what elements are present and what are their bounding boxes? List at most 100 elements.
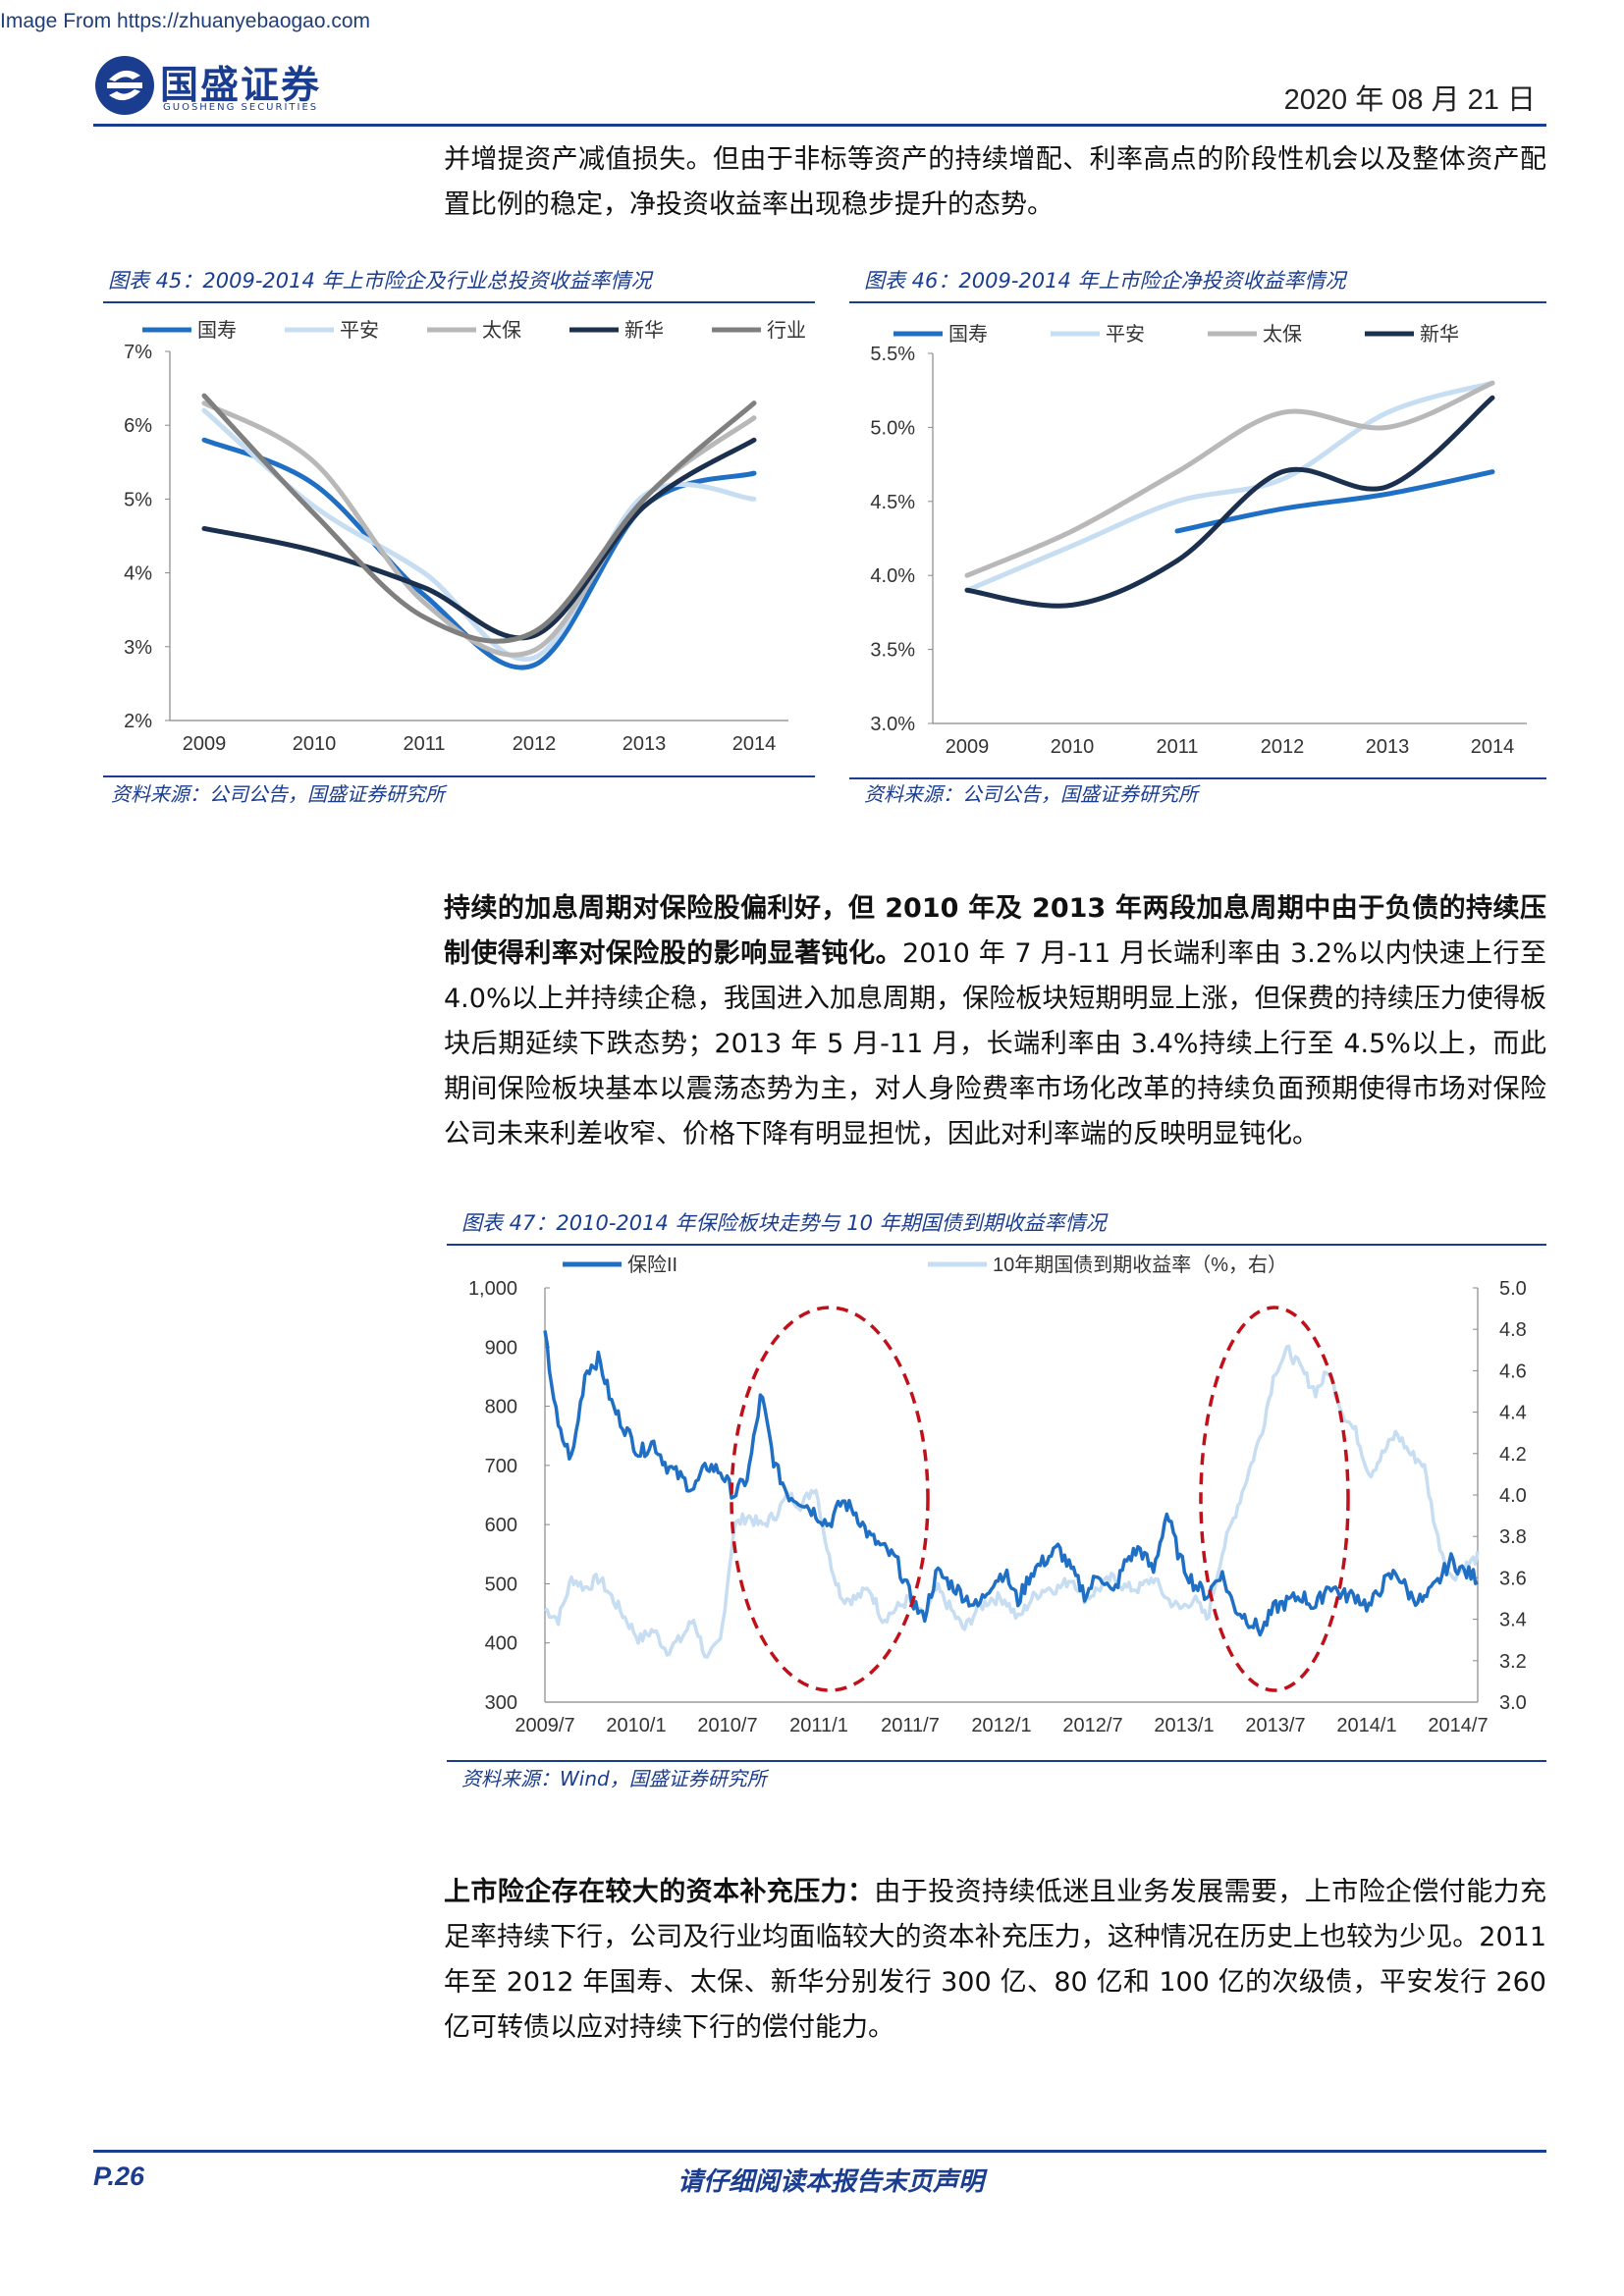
fig47-chart: 300 400 500 600 700 800 900 1,000 3.0 3.2 3.4 3.6 3.… bbox=[468, 1254, 1527, 1736]
annotation-ellipse-2013 bbox=[1199, 1306, 1350, 1692]
x-tick-label: 2011 bbox=[1156, 736, 1198, 758]
fig47-source: 资料来源：Wind，国盛证券研究所 bbox=[461, 1767, 767, 1790]
x-tick-label: 2012/7 bbox=[1062, 1715, 1122, 1736]
fig45-rule bbox=[103, 301, 815, 303]
x-tick-label: 2011 bbox=[403, 733, 445, 755]
x-tick-label: 2010/1 bbox=[606, 1715, 666, 1736]
series-line-新华 bbox=[964, 395, 1495, 609]
right-y-tick-label: 4.6 bbox=[1499, 1361, 1527, 1382]
rate-cycle-heading: 持续的加息周期对保险股偏利好，但 2010 年及 2013 年两段加息周期中由于… bbox=[444, 893, 1546, 969]
page-number: P.26 bbox=[93, 2162, 145, 2191]
report-date: 2020 年 08 月 21 日 bbox=[1283, 84, 1536, 116]
x-tick-label: 2011/1 bbox=[789, 1715, 848, 1736]
fig45-chart: 2% 3% 4% 5% 6% 7% 2009 2010 2011 2012 2013 2014 国寿 平安… bbox=[124, 319, 806, 755]
fig47-rule bbox=[447, 1244, 1546, 1246]
series-line-太保 bbox=[964, 380, 1495, 578]
legend-label: 平安 bbox=[340, 319, 379, 342]
legend-label: 太保 bbox=[482, 319, 521, 342]
annotation-ellipse-2010 bbox=[730, 1306, 930, 1692]
y-tick-label: 3% bbox=[124, 637, 152, 659]
x-tick-label: 2014 bbox=[1471, 736, 1515, 758]
x-tick-label: 2013 bbox=[1366, 736, 1410, 758]
x-tick-label: 2011/7 bbox=[881, 1715, 940, 1736]
left-y-tick-label: 700 bbox=[485, 1456, 517, 1477]
left-y-tick-label: 1,000 bbox=[468, 1278, 517, 1300]
right-y-tick-label: 3.2 bbox=[1499, 1651, 1527, 1673]
legend-label: 新华 bbox=[624, 319, 664, 342]
legend-label: 太保 bbox=[1263, 323, 1302, 346]
y-tick-label: 7% bbox=[124, 342, 152, 363]
intro-paragraph: 并增提资产减值损失。但由于非标等资产的持续增配、利率高点的阶段性机会以及整体资产… bbox=[444, 144, 1546, 220]
left-y-tick-label: 600 bbox=[485, 1515, 517, 1536]
x-tick-label: 2013 bbox=[623, 733, 667, 755]
right-y-tick-label: 3.0 bbox=[1499, 1692, 1527, 1714]
series-line-10年期国债到期收益率（%，右） bbox=[544, 1344, 1480, 1659]
left-y-tick-label: 400 bbox=[485, 1633, 517, 1655]
fig47-title: 图表 47：2010-2014 年保险板块走势与 10 年期国债到期收益率情况 bbox=[461, 1211, 1107, 1235]
left-y-tick-label: 800 bbox=[485, 1397, 517, 1418]
fig46-chart: 3.0% 3.5% 4.0% 4.5% 5.0% 5.5% 2009 2010 2011 2012… bbox=[870, 323, 1527, 758]
rate-cycle-paragraph: 持续的加息周期对保险股偏利好，但 2010 年及 2013 年两段加息周期中由于… bbox=[444, 886, 1546, 1157]
y-tick-label: 2% bbox=[124, 711, 152, 732]
fig46-source: 资料来源：公司公告，国盛证券研究所 bbox=[864, 782, 1198, 806]
right-y-tick-label: 4.2 bbox=[1499, 1444, 1527, 1466]
right-y-tick-label: 4.0 bbox=[1499, 1485, 1527, 1507]
fig47-bottom-rule bbox=[447, 1760, 1546, 1762]
y-tick-label: 3.5% bbox=[870, 640, 915, 662]
fig45-bottom-rule bbox=[103, 775, 815, 777]
x-tick-label: 2010 bbox=[293, 733, 337, 755]
x-tick-label: 2010 bbox=[1051, 736, 1095, 758]
capital-pressure-heading: 上市险企存在较大的资本补充压力： bbox=[444, 1877, 875, 1907]
series-line-平安 bbox=[964, 380, 1495, 593]
fig46-bottom-rule bbox=[849, 777, 1546, 779]
watermark: Image From https://zhuanyebaogao.com bbox=[0, 10, 371, 32]
right-y-tick-label: 4.4 bbox=[1499, 1403, 1527, 1424]
left-y-tick-label: 500 bbox=[485, 1574, 517, 1595]
right-y-tick-label: 5.0 bbox=[1499, 1278, 1527, 1300]
y-tick-label: 6% bbox=[124, 415, 152, 437]
x-tick-label: 2012 bbox=[1261, 736, 1305, 758]
right-y-tick-label: 3.6 bbox=[1499, 1568, 1527, 1589]
right-y-tick-label: 3.8 bbox=[1499, 1526, 1527, 1548]
legend-label: 新华 bbox=[1420, 323, 1459, 346]
left-y-tick-label: 900 bbox=[485, 1337, 517, 1359]
fig46-title: 图表 46：2009-2014 年上市险企净投资收益率情况 bbox=[864, 269, 1346, 293]
legend-label: 国寿 bbox=[197, 319, 237, 342]
x-tick-label: 2014 bbox=[732, 733, 777, 755]
x-tick-label: 2014/1 bbox=[1336, 1715, 1396, 1736]
y-tick-label: 4.5% bbox=[870, 492, 915, 513]
y-tick-label: 5.0% bbox=[870, 417, 915, 439]
series-line-新华 bbox=[201, 437, 757, 641]
legend-label: 保险II bbox=[627, 1254, 677, 1276]
legend-label: 行业 bbox=[767, 319, 806, 342]
brand-name: 国盛证券 bbox=[160, 64, 322, 108]
legend-label: 平安 bbox=[1106, 323, 1145, 346]
y-tick-label: 4.0% bbox=[870, 565, 915, 587]
legend-label: 国寿 bbox=[948, 323, 988, 346]
series-line-太保 bbox=[201, 400, 757, 658]
right-y-tick-label: 4.8 bbox=[1499, 1319, 1527, 1341]
rate-cycle-body: 2010 年 7 月-11 月长端利率由 3.2%以内快速上行至 4.0%以上并… bbox=[444, 938, 1547, 1149]
series-line-行业 bbox=[201, 393, 757, 644]
x-tick-label: 2013/7 bbox=[1245, 1715, 1305, 1736]
x-tick-label: 2012 bbox=[513, 733, 557, 755]
left-y-tick-label: 300 bbox=[485, 1692, 517, 1714]
x-tick-label: 2014/7 bbox=[1428, 1715, 1488, 1736]
brand-name-en: GUOSHENG SECURITIES bbox=[163, 102, 319, 113]
fig46-rule bbox=[849, 301, 1546, 303]
x-tick-label: 2010/7 bbox=[697, 1715, 757, 1736]
footer-rule bbox=[93, 2150, 1546, 2153]
legend-label: 10年期国债到期收益率（%，右） bbox=[993, 1254, 1287, 1276]
x-tick-label: 2009/7 bbox=[514, 1715, 574, 1736]
fig45-title: 图表 45：2009-2014 年上市险企及行业总投资收益率情况 bbox=[108, 269, 652, 293]
footer-disclaimer: 请仔细阅读本报告末页声明 bbox=[677, 2167, 985, 2197]
capital-pressure-paragraph: 上市险企存在较大的资本补充压力：由于投资持续低迷且业务发展需要，上市险企偿付能力… bbox=[444, 1870, 1546, 2051]
y-tick-label: 5.5% bbox=[870, 344, 915, 365]
header-rule bbox=[93, 124, 1546, 127]
y-tick-label: 3.0% bbox=[870, 714, 915, 735]
capital-pressure-body: 由于投资持续低迷且业务发展需要，上市险企偿付能力充足率持续下行，公司及行业均面临… bbox=[444, 1877, 1547, 2043]
x-tick-label: 2013/1 bbox=[1154, 1715, 1214, 1736]
y-tick-label: 5% bbox=[124, 489, 152, 510]
x-tick-label: 2009 bbox=[183, 733, 227, 755]
x-tick-label: 2009 bbox=[946, 736, 990, 758]
